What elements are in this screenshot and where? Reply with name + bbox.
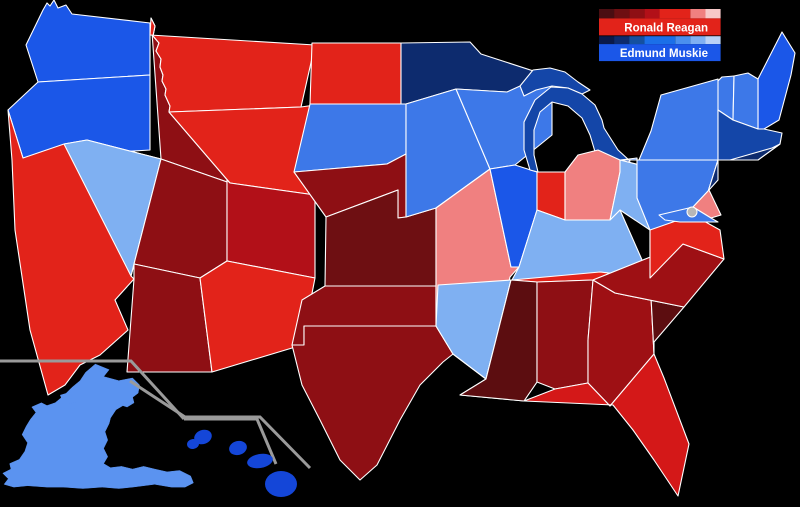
svg-text:Ronald Reagan: Ronald Reagan [624,23,708,35]
svg-text:Edmund Muskie: Edmund Muskie [620,48,708,60]
